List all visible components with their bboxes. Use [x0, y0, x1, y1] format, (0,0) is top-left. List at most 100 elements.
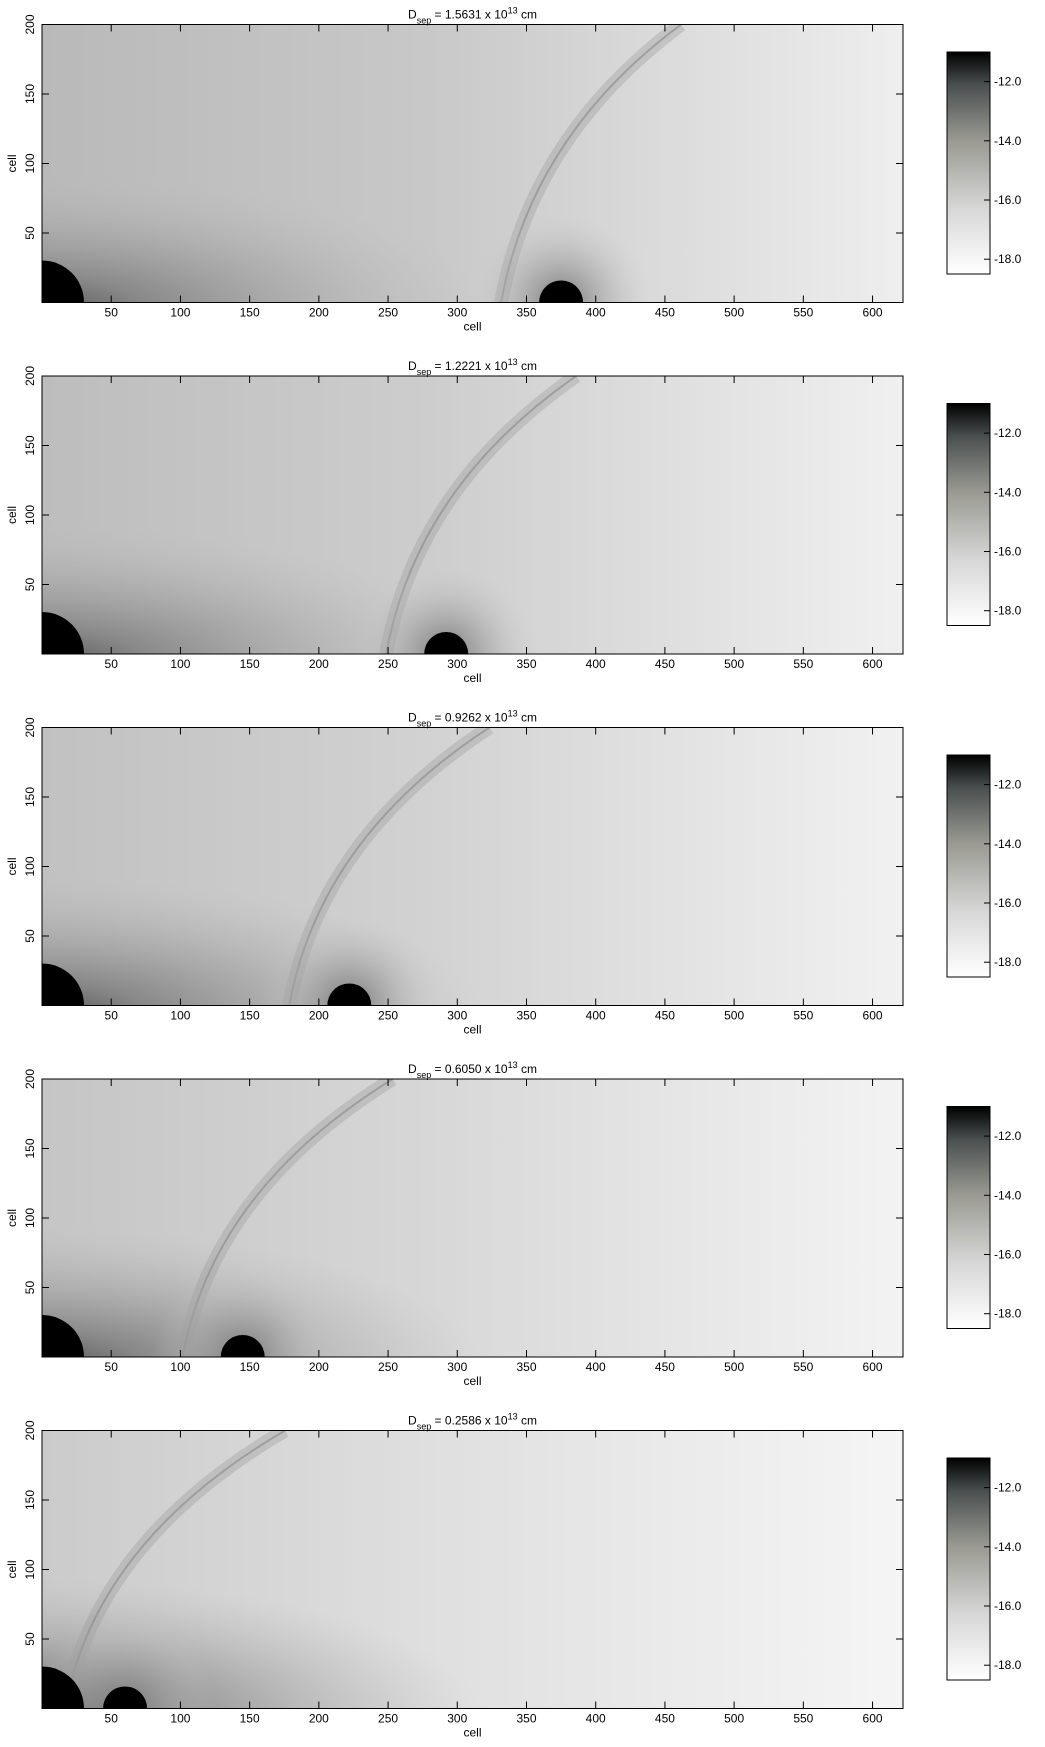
y-tick-label: 50 [23, 578, 37, 592]
title-part: sep [417, 1070, 432, 1080]
title-part: 13 [508, 709, 518, 719]
x-tick-label: 400 [586, 1712, 606, 1726]
title-part: sep [417, 16, 432, 26]
x-tick-label: 500 [724, 1009, 744, 1023]
title-part: 13 [508, 6, 518, 16]
panel-title: Dsep = 0.9262 x 1013 cm [408, 709, 537, 729]
y-tick-label: 50 [23, 226, 37, 240]
x-tick-label: 50 [105, 1712, 119, 1726]
title-part: = 1.2221 x 10 [431, 359, 508, 373]
colorbar-tick-label: -18.0 [994, 604, 1022, 618]
x-tick-label: 450 [655, 1009, 675, 1023]
x-tick-label: 450 [655, 657, 675, 671]
figure: Dsep = 1.5631 x 1013 cm cell cell 50 100 150 2… [0, 0, 1045, 1747]
colorbar-tick-label: -16.0 [994, 1248, 1022, 1262]
x-tick-label: 150 [240, 1712, 260, 1726]
colorbar-tick-label: -12.0 [994, 1481, 1022, 1495]
y-tick-label: 100 [23, 153, 37, 173]
y-tick-label: 150 [23, 1490, 37, 1510]
title-part: sep [417, 1422, 432, 1432]
colorbar-tick-label: -16.0 [994, 193, 1022, 207]
y-tick-label: 150 [23, 84, 37, 104]
colorbar-tick-label: -18.0 [994, 1658, 1022, 1672]
y-axis-label: cell [5, 506, 19, 524]
y-tick-label: 50 [23, 1281, 37, 1295]
title-part: D [408, 359, 417, 373]
primary-wind [32, 376, 635, 664]
x-axis-label: cell [463, 320, 481, 334]
x-tick-label: 400 [586, 306, 606, 320]
title-part: = 0.2586 x 10 [431, 1414, 508, 1428]
x-tick-label: 150 [240, 1009, 260, 1023]
colorbar-tick-label: -16.0 [994, 545, 1022, 559]
y-axis-label: cell [5, 857, 19, 875]
x-tick-label: 550 [793, 657, 813, 671]
x-tick-label: 450 [655, 1712, 675, 1726]
x-tick-label: 100 [170, 657, 190, 671]
y-axis-label: cell [5, 154, 19, 172]
x-tick-label: 100 [170, 1712, 190, 1726]
colorbar-tick-label: -14.0 [994, 1188, 1022, 1202]
title-part: 13 [508, 1060, 518, 1070]
density-map [0, 1431, 903, 1747]
y-tick-label: 200 [23, 14, 37, 34]
title-part: cm [518, 1062, 537, 1076]
x-tick-label: 400 [586, 1360, 606, 1374]
x-tick-label: 450 [655, 306, 675, 320]
title-part: = 0.9262 x 10 [431, 711, 508, 725]
x-axis-label: cell [463, 1726, 481, 1740]
y-tick-label: 200 [23, 1420, 37, 1440]
density-map [0, 1079, 903, 1447]
x-tick-label: 300 [447, 306, 467, 320]
x-tick-label: 150 [240, 657, 260, 671]
x-tick-label: 250 [378, 1712, 398, 1726]
x-tick-label: 200 [309, 1360, 329, 1374]
x-tick-label: 150 [240, 306, 260, 320]
panel-title: Dsep = 1.2221 x 1013 cm [408, 357, 537, 377]
colorbar [947, 52, 990, 274]
x-tick-label: 100 [170, 1009, 190, 1023]
x-tick-label: 350 [516, 306, 536, 320]
title-part: = 0.6050 x 10 [431, 1062, 508, 1076]
x-tick-label: 600 [863, 1712, 883, 1726]
x-tick-label: 100 [170, 306, 190, 320]
y-tick-label: 150 [23, 787, 37, 807]
x-tick-label: 400 [586, 1009, 606, 1023]
x-axis-label: cell [463, 1023, 481, 1037]
colorbar [947, 404, 990, 626]
panel: Dsep = 1.2221 x 1013 cm cell cell 50 100 150 2… [0, 357, 1022, 744]
panel-title: Dsep = 1.5631 x 1013 cm [408, 6, 537, 26]
title-part: 13 [508, 1412, 518, 1422]
x-tick-label: 500 [724, 306, 744, 320]
density-map [0, 25, 903, 393]
x-tick-label: 350 [516, 1360, 536, 1374]
x-tick-label: 50 [105, 657, 119, 671]
colorbar [947, 1458, 990, 1680]
y-tick-label: 200 [23, 366, 37, 386]
title-part: sep [417, 367, 432, 377]
y-tick-label: 150 [23, 1138, 37, 1158]
x-axis-label: cell [463, 1374, 481, 1388]
x-axis-label: cell [463, 671, 481, 685]
x-tick-label: 550 [793, 306, 813, 320]
x-tick-label: 100 [170, 1360, 190, 1374]
x-tick-label: 50 [105, 1009, 119, 1023]
colorbar-tick-label: -14.0 [994, 1540, 1022, 1554]
colorbar-tick-label: -16.0 [994, 1599, 1022, 1613]
x-tick-label: 550 [793, 1009, 813, 1023]
y-tick-label: 200 [23, 1069, 37, 1089]
x-tick-label: 50 [105, 306, 119, 320]
x-tick-label: 200 [309, 1009, 329, 1023]
x-tick-label: 150 [240, 1360, 260, 1374]
x-tick-label: 500 [724, 1712, 744, 1726]
y-tick-label: 100 [23, 1559, 37, 1579]
x-tick-label: 500 [724, 657, 744, 671]
x-tick-label: 350 [516, 1712, 536, 1726]
x-tick-label: 600 [863, 1360, 883, 1374]
title-part: 13 [508, 357, 518, 367]
colorbar [947, 1107, 990, 1329]
title-part: cm [518, 1414, 537, 1428]
x-tick-label: 450 [655, 1360, 675, 1374]
x-tick-label: 350 [516, 1009, 536, 1023]
